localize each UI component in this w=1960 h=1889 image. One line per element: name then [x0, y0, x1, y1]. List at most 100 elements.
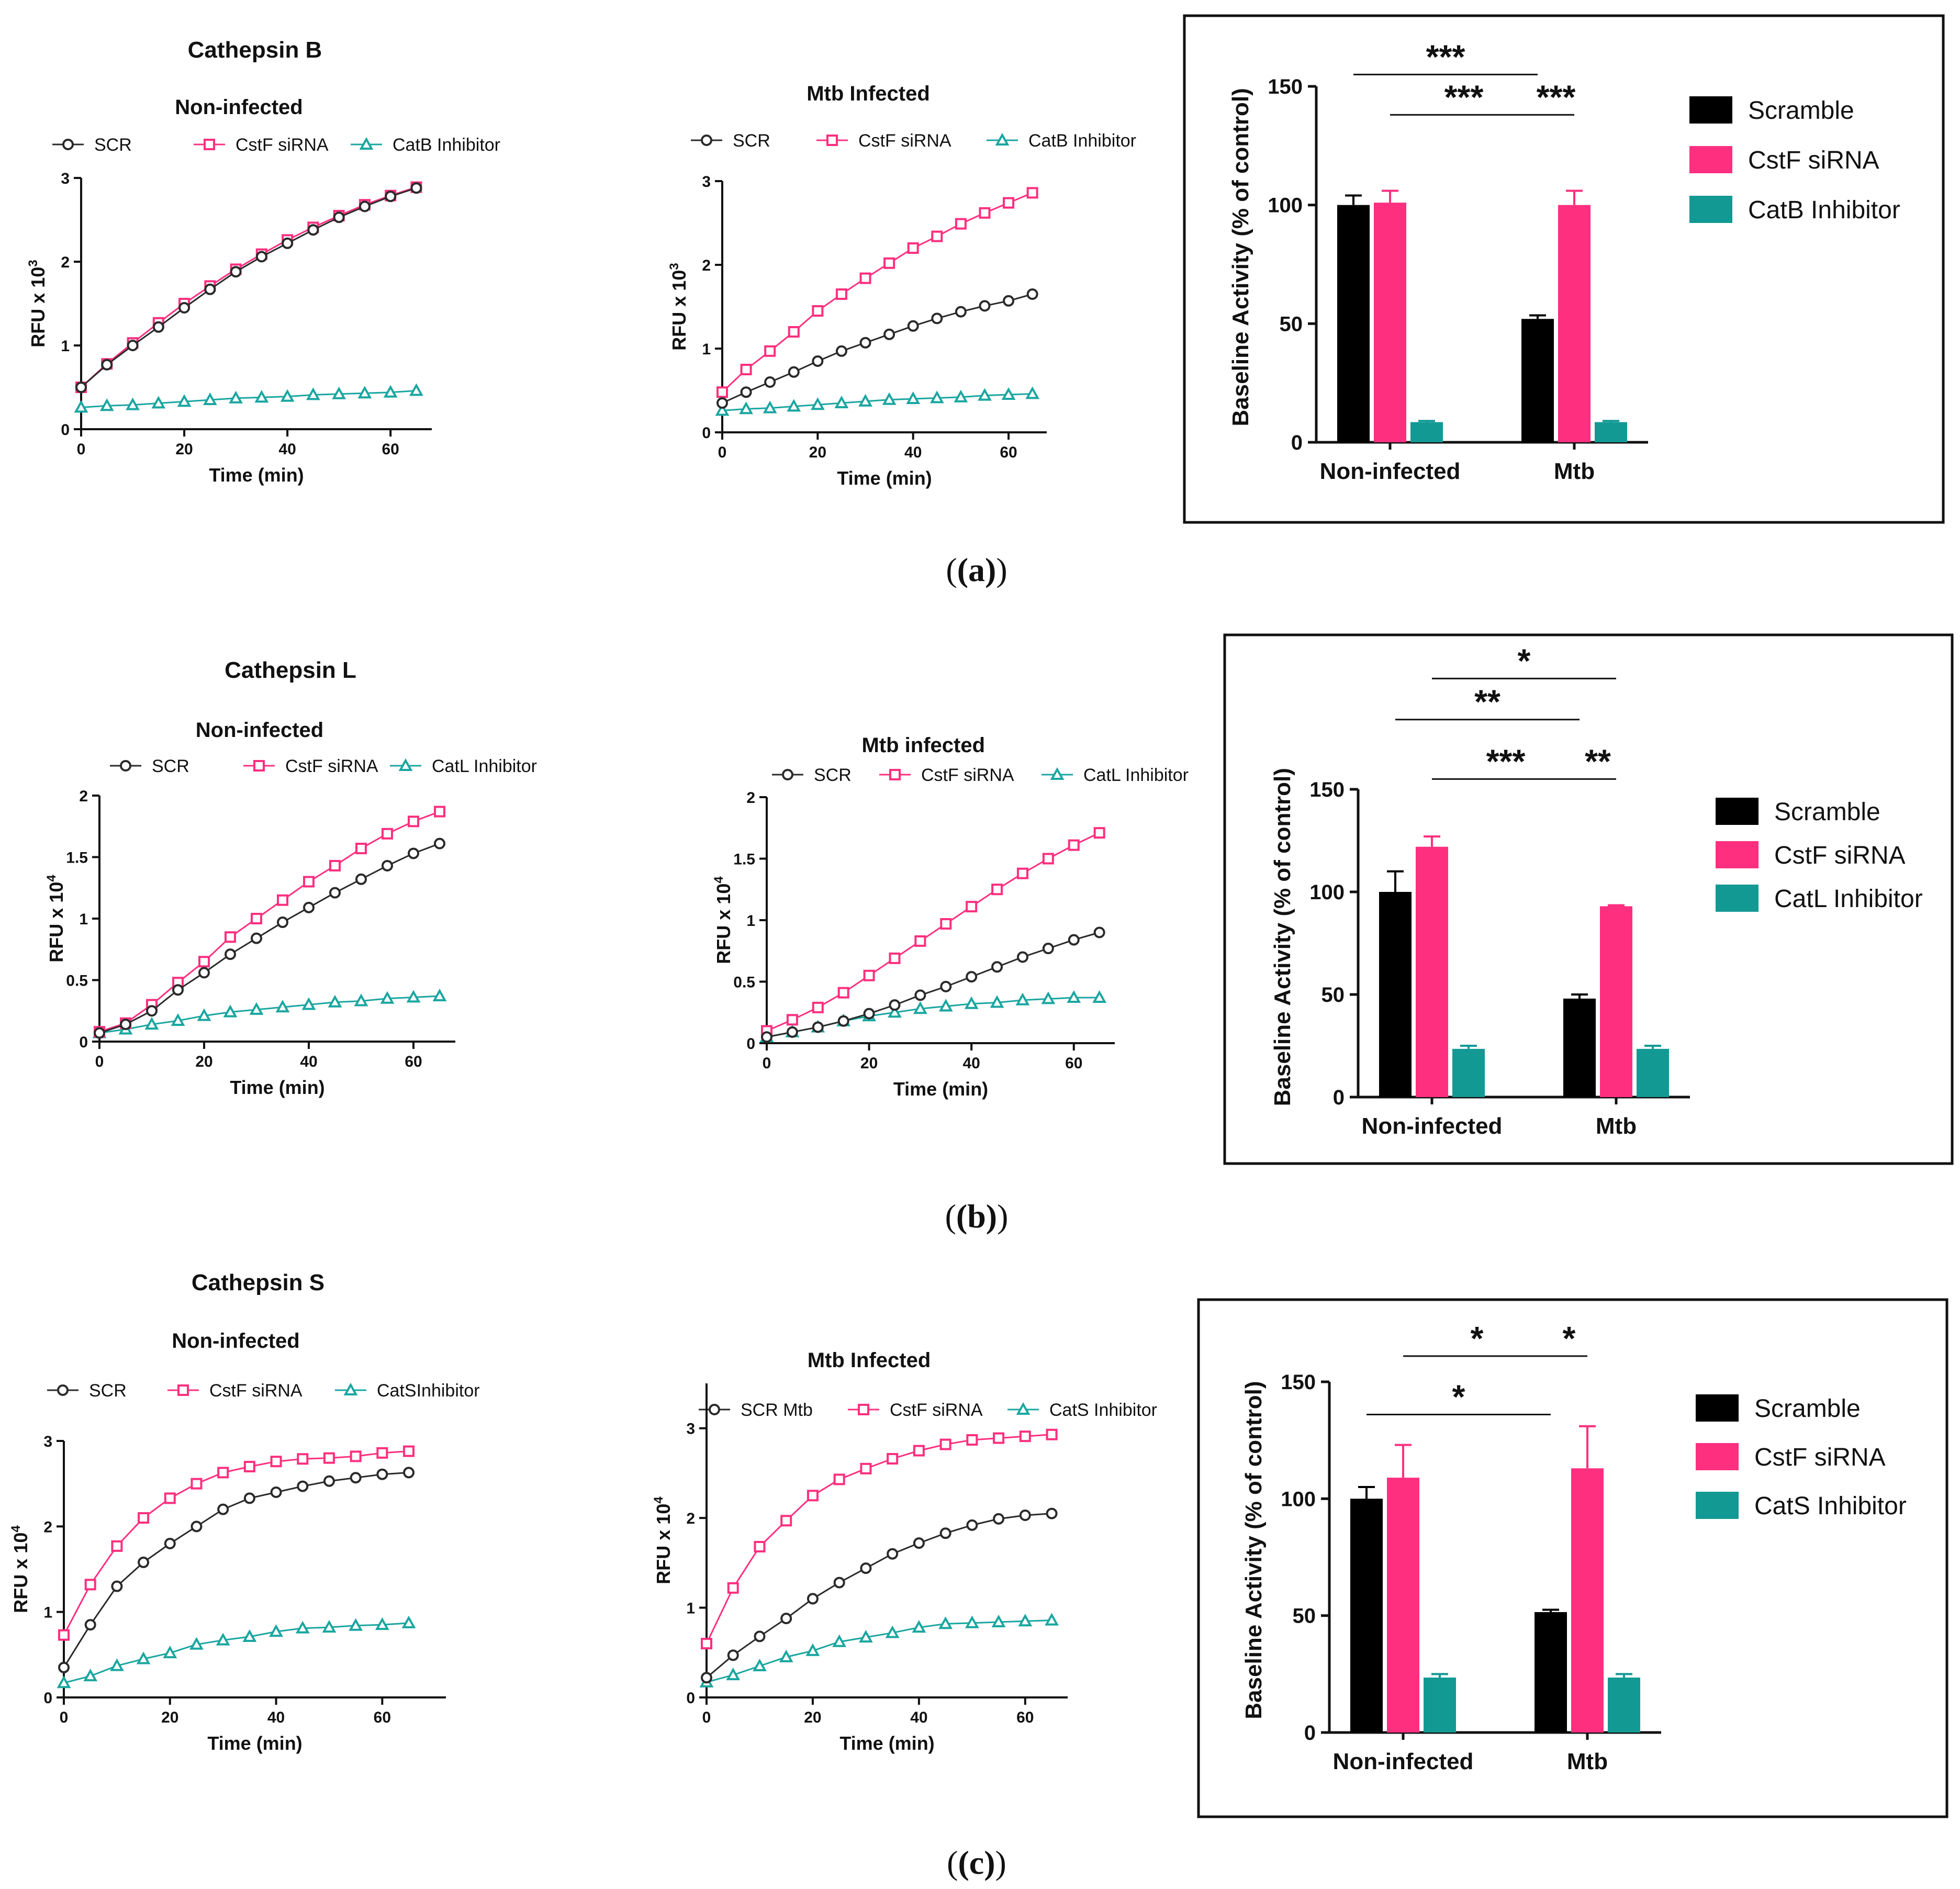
y-tick-label: 0.5	[733, 974, 755, 991]
y-axis-label: Baseline Activity (% of control)	[1241, 1381, 1267, 1719]
data-point	[780, 1515, 792, 1527]
chart-c-noninfected: Non-infected SCR CstF siRNA CatSInhibitor 0 1…	[9, 1329, 480, 1754]
legend-marker	[398, 758, 413, 771]
bar-frame-c	[1197, 1298, 1948, 1818]
data-point	[178, 302, 191, 314]
data-point	[58, 1629, 70, 1641]
y-tick-label: 0	[61, 421, 70, 439]
data-point	[779, 1649, 793, 1662]
data-point	[406, 990, 421, 1003]
data-point	[833, 1577, 845, 1589]
data-point	[966, 1434, 978, 1446]
data-point	[1026, 288, 1038, 300]
data-point	[229, 390, 243, 404]
bar	[1350, 1499, 1383, 1732]
data-point	[810, 397, 825, 410]
legend-label: CatS Inhibitor	[1754, 1492, 1907, 1520]
chart-title: Non-infected	[175, 96, 303, 119]
data-point	[740, 364, 752, 375]
y-axis-label: RFU x 104	[652, 1496, 674, 1584]
data-point	[349, 1618, 363, 1631]
panel-b-title: Cathepsin L	[225, 657, 356, 683]
x-tick-label: 40	[278, 441, 296, 458]
data-point	[993, 1513, 1005, 1525]
significance-label: *	[1518, 642, 1531, 679]
legend-marker	[343, 1382, 358, 1395]
data-point	[242, 1629, 257, 1642]
data-point	[354, 993, 368, 1007]
caption-c: ((c))	[947, 1844, 1006, 1881]
data-point	[138, 1512, 150, 1524]
data-point	[1068, 839, 1080, 851]
legend-label: CstF siRNA	[1748, 147, 1879, 174]
data-point	[306, 387, 320, 400]
data-point	[859, 1630, 873, 1643]
data-point	[198, 956, 210, 968]
bar-frame-a	[1183, 14, 1945, 524]
x-tick-label: 0	[763, 1055, 771, 1072]
x-tick-label: 0	[60, 1709, 69, 1726]
x-tick-label: 60	[405, 1053, 422, 1070]
y-tick-label: 50	[1280, 312, 1303, 336]
y-tick-label: 100	[1281, 1488, 1316, 1511]
data-point	[111, 1540, 123, 1552]
data-point	[907, 320, 919, 332]
data-point	[837, 987, 849, 999]
data-point	[177, 394, 192, 407]
data-point	[401, 1615, 416, 1628]
legend-label: CstF siRNA	[1754, 1444, 1886, 1471]
y-tick-label: 2	[686, 1510, 695, 1527]
significance-label: ***	[1486, 742, 1526, 780]
data-point	[151, 396, 166, 409]
data-point	[931, 312, 943, 325]
legend-swatch	[1716, 841, 1759, 868]
data-point	[251, 932, 262, 944]
data-point	[328, 994, 342, 1008]
data-point	[280, 389, 295, 402]
data-point	[329, 887, 341, 899]
data-point	[978, 388, 992, 401]
data-point	[858, 394, 872, 407]
y-axis-label: RFU x 104	[712, 876, 734, 964]
x-tick-label: 60	[1016, 1709, 1034, 1726]
data-point	[859, 272, 871, 284]
bar	[1416, 846, 1448, 1097]
data-point	[812, 305, 824, 317]
legend-marker	[701, 135, 712, 146]
data-point	[860, 1562, 872, 1574]
data-point	[780, 1613, 792, 1625]
data-point	[254, 390, 269, 403]
data-point	[835, 345, 847, 357]
series-line	[99, 995, 440, 1034]
data-point	[203, 392, 217, 405]
legend-label: CatB Inhibitor	[1028, 131, 1136, 151]
legend-label: Scramble	[1754, 1395, 1861, 1423]
data-point	[191, 1478, 203, 1490]
data-point	[913, 1001, 927, 1014]
data-point	[216, 1633, 230, 1646]
data-point	[966, 901, 978, 913]
y-tick-label: 50	[1293, 1605, 1316, 1628]
caption-b: ((b))	[945, 1198, 1009, 1235]
significance-label: ***	[1444, 78, 1484, 116]
data-point	[906, 391, 921, 404]
data-point	[1019, 1510, 1031, 1521]
significance-label: **	[1585, 742, 1611, 780]
x-tick-label: 40	[904, 444, 922, 461]
data-point	[217, 1503, 229, 1515]
data-point	[754, 1541, 766, 1552]
data-point	[243, 1492, 255, 1504]
data-point	[333, 211, 345, 223]
data-point	[1042, 943, 1054, 955]
data-point	[716, 397, 728, 409]
x-axis-label: Time (min)	[837, 467, 932, 489]
data-point	[383, 385, 398, 398]
data-point	[138, 1556, 150, 1568]
x-axis-label: Time (min)	[207, 1732, 302, 1754]
legend-marker	[826, 135, 838, 146]
legend-label: SCR	[152, 756, 189, 776]
chart-a-mtb: Mtb Infected SCR CstF siRNA CatB Inhibitor 0…	[667, 82, 1136, 489]
data-point	[126, 397, 140, 410]
data-point	[753, 1658, 767, 1671]
y-tick-label: 0	[1304, 1722, 1316, 1745]
